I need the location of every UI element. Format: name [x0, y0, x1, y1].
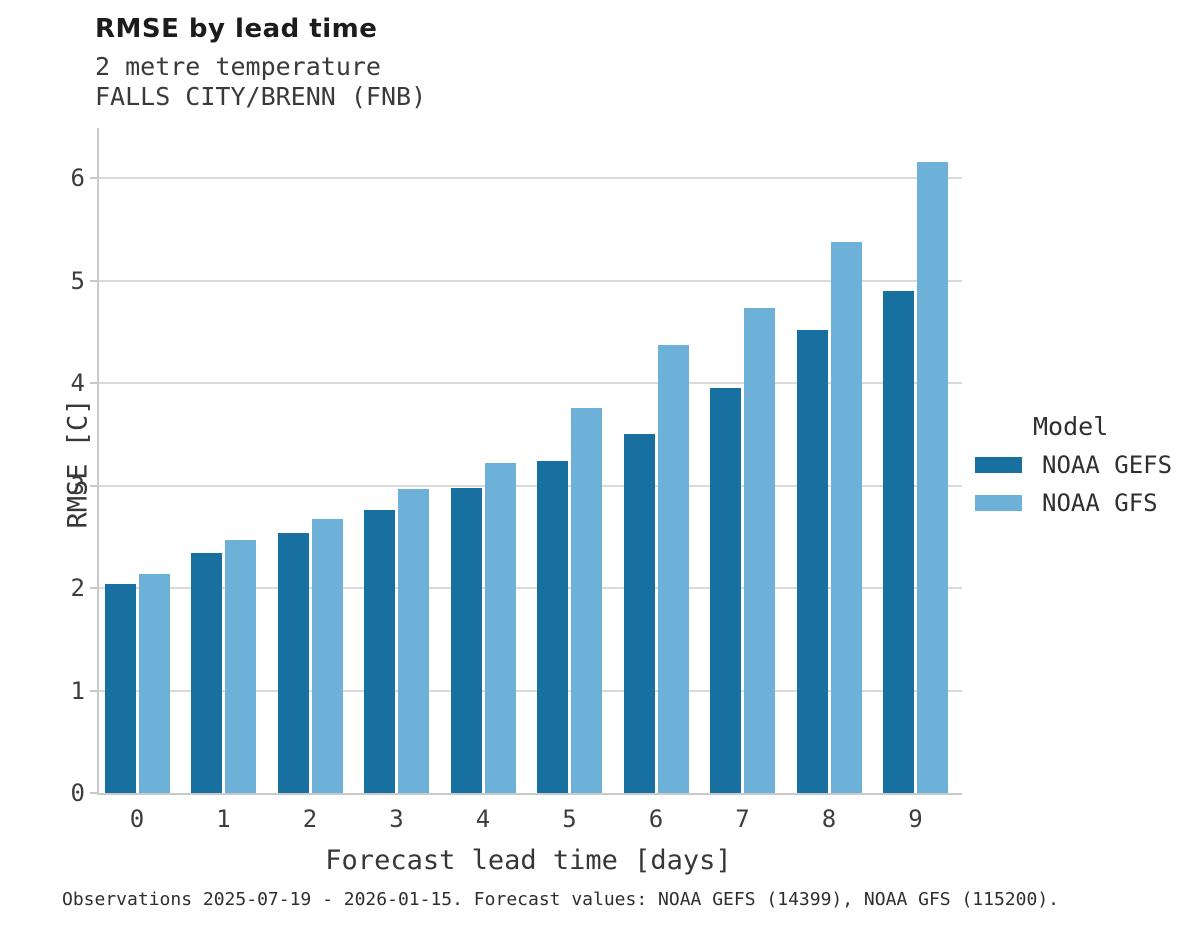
x-tick-label-5: 5: [562, 805, 577, 833]
x-tick-label-3: 3: [389, 805, 404, 833]
y-tick-label-0: 0: [70, 779, 85, 807]
y-tick-label-2: 2: [70, 574, 85, 602]
legend-swatch-noaa-gfs: [975, 495, 1022, 511]
bar-noaa-gefs-day-3: [364, 510, 395, 793]
legend-item-noaa-gefs: NOAA GEFS: [975, 451, 1185, 479]
bar-noaa-gefs-day-7: [710, 388, 741, 793]
legend-label-noaa-gfs: NOAA GFS: [1042, 489, 1158, 517]
y-tick-mark-5: [90, 279, 97, 282]
bar-noaa-gfs-day-7: [744, 308, 775, 793]
bar-noaa-gefs-day-9: [883, 291, 914, 793]
bar-noaa-gfs-day-0: [138, 574, 170, 793]
gridline-y-3: [99, 484, 962, 487]
y-tick-label-5: 5: [70, 266, 85, 295]
bar-noaa-gfs-day-5: [571, 408, 602, 793]
x-tick-label-2: 2: [302, 805, 318, 833]
bar-noaa-gfs-day-8: [830, 242, 862, 793]
x-axis-title: Forecast lead time [days]: [325, 845, 732, 876]
y-tick-mark-1: [90, 689, 97, 692]
bar-noaa-gefs-day-0: [104, 584, 136, 793]
bar-noaa-gfs-day-6: [657, 345, 689, 793]
y-tick-mark-3: [90, 484, 97, 487]
x-tick-label-8: 8: [821, 805, 837, 833]
bar-noaa-gfs-day-2: [311, 519, 343, 793]
bar-noaa-gefs-day-1: [191, 553, 222, 793]
y-tick-mark-0: [90, 792, 97, 794]
x-tick-label-1: 1: [216, 805, 231, 833]
bar-noaa-gefs-day-4: [450, 488, 482, 793]
x-tick-label-4: 4: [475, 805, 491, 833]
bar-noaa-gfs-day-1: [225, 540, 256, 793]
legend-swatch-noaa-gefs: [975, 457, 1022, 473]
y-tick-mark-2: [90, 587, 97, 589]
gridline-y-6: [99, 177, 962, 179]
chart-subtitle-variable: 2 metre temperature: [95, 52, 381, 81]
bar-noaa-gefs-day-8: [796, 330, 828, 793]
gridline-y-1: [99, 689, 962, 692]
bar-noaa-gefs-day-2: [277, 533, 309, 793]
x-tick-label-0: 0: [129, 805, 145, 833]
bar-noaa-gefs-day-5: [537, 461, 568, 793]
legend: Model NOAA GEFS NOAA GFS: [975, 412, 1185, 529]
legend-label-noaa-gefs: NOAA GEFS: [1042, 451, 1173, 479]
y-tick-label-1: 1: [70, 676, 85, 705]
legend-item-noaa-gfs: NOAA GFS: [975, 489, 1185, 517]
y-tick-mark-4: [90, 382, 97, 384]
bar-noaa-gfs-day-3: [398, 489, 429, 793]
x-tick-label-7: 7: [735, 805, 750, 833]
bar-noaa-gfs-day-9: [917, 162, 948, 793]
bar-noaa-gefs-day-6: [623, 434, 655, 793]
footer-caption: Observations 2025-07-19 - 2026-01-15. Fo…: [62, 889, 1059, 910]
plot-area: 0 1 2 3 4 5 6 0 1 2 3 4 5 6 7 8 9: [71, 128, 962, 833]
gridline-y-2: [99, 587, 962, 589]
bar-noaa-gfs-day-4: [484, 463, 516, 793]
chart-title: RMSE by lead time: [95, 14, 378, 44]
y-tick-label-3: 3: [70, 471, 85, 500]
y-tick-label-6: 6: [70, 164, 85, 192]
y-tick-label-4: 4: [70, 369, 85, 397]
x-tick-label-6: 6: [648, 805, 664, 833]
y-tick-mark-6: [90, 177, 97, 179]
gridline-y-5: [99, 279, 962, 282]
legend-title: Model: [1033, 412, 1109, 441]
x-tick-label-9: 9: [908, 805, 923, 833]
gridline-y-4: [99, 382, 962, 384]
chart-subtitle-station: FALLS CITY/BRENN (FNB): [95, 82, 427, 111]
